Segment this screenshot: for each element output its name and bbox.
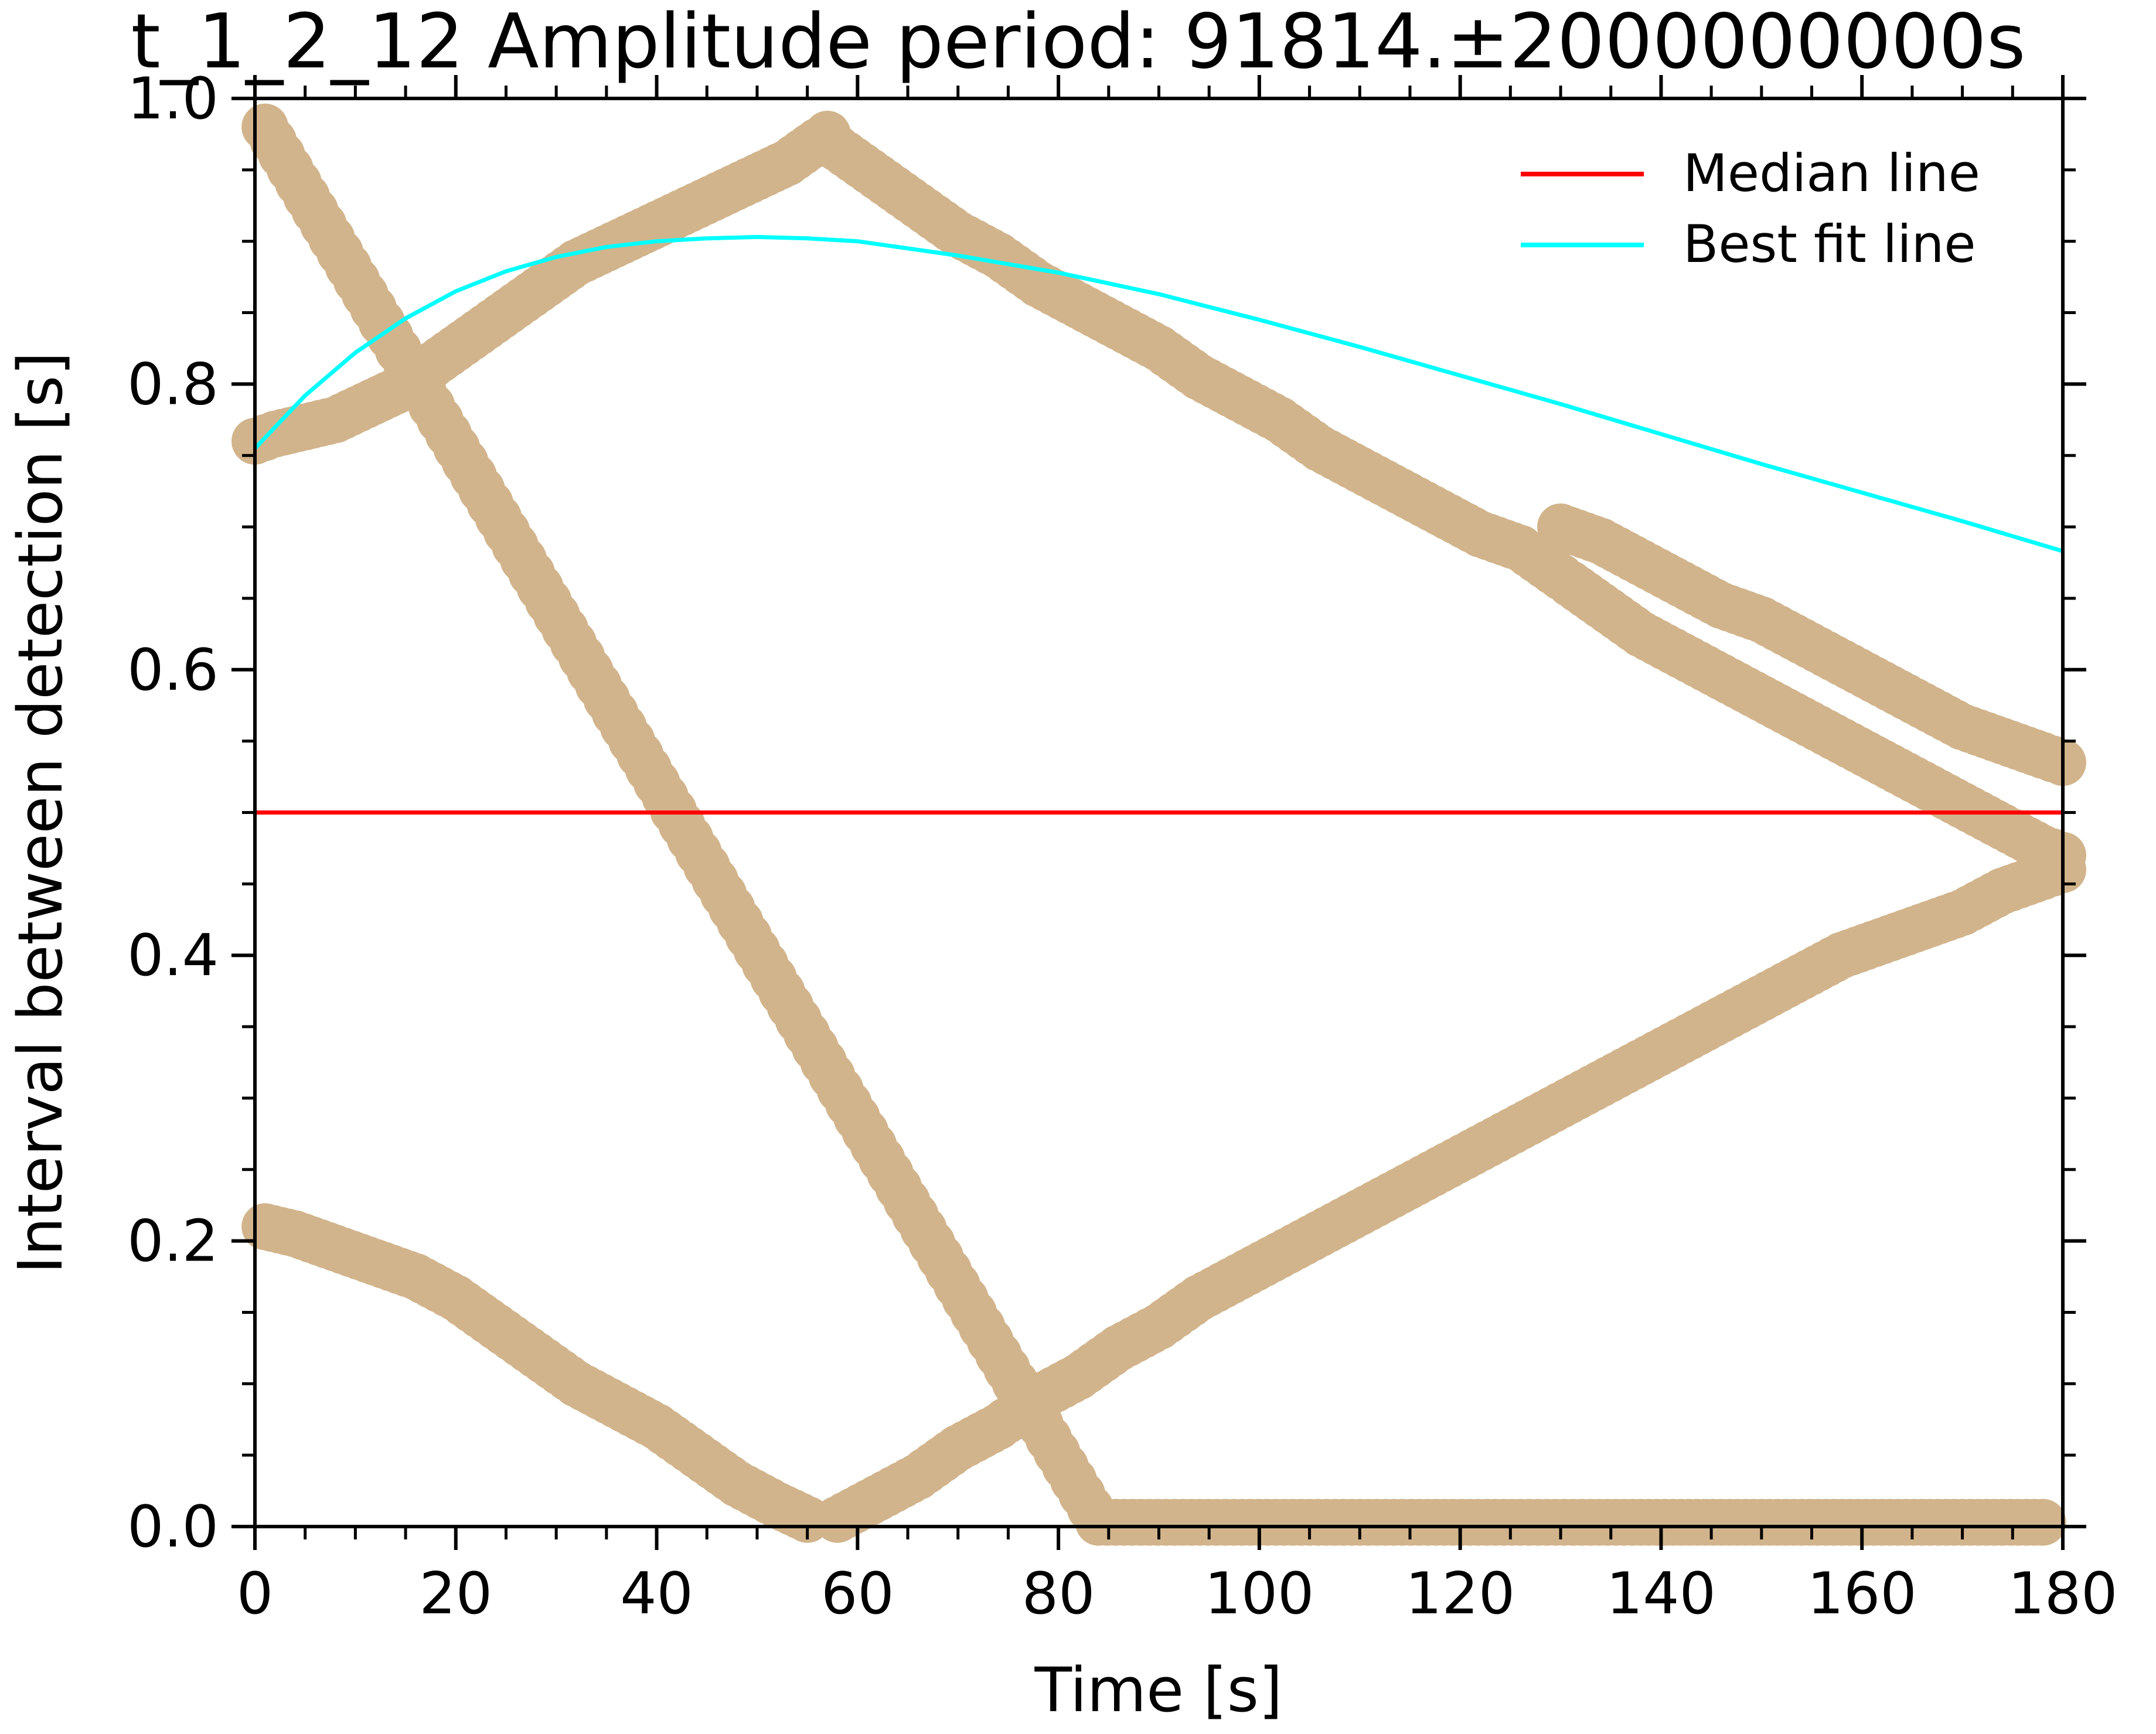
y-tick-label: 0.4 (127, 922, 219, 989)
legend-best-fit-label: Best fit line (1683, 214, 1976, 274)
x-tick-label: 140 (1606, 1561, 1716, 1627)
y-tick-label: 1.0 (127, 66, 219, 132)
x-axis-label: Time [s] (1034, 1654, 1283, 1726)
x-tick-label: 20 (419, 1561, 492, 1627)
x-tick-label: 80 (1022, 1561, 1095, 1627)
chart-lines (253, 234, 2063, 815)
legend-median-label: Median line (1683, 143, 1980, 203)
x-tick-label: 60 (821, 1561, 894, 1627)
scatter-points (231, 103, 2086, 1546)
best-fit-line (253, 234, 2063, 553)
x-tick-label: 120 (1405, 1561, 1515, 1627)
x-tick-label: 100 (1204, 1561, 1314, 1627)
scatter-point (2019, 1498, 2066, 1546)
y-axis-label: Interval between detection [s] (5, 352, 76, 1274)
y-tick-label: 0.6 (127, 637, 219, 704)
x-tick-label: 160 (1807, 1561, 1917, 1627)
y-tick-label: 0.2 (127, 1208, 219, 1275)
legend: Median line Best fit line (1521, 143, 1980, 274)
x-tick-label: 180 (2008, 1561, 2117, 1627)
x-tick-label: 0 (237, 1561, 273, 1627)
y-tick-label: 0.0 (127, 1494, 219, 1561)
axis-ticks (231, 75, 2086, 1550)
x-tick-label: 40 (620, 1561, 693, 1627)
axis-tick-labels: 0 20 40 60 80 100 120 140 160 180 0.0 0.2 0.4 0.6 0.8 1… (127, 66, 2117, 1627)
y-tick-label: 0.8 (127, 351, 219, 418)
chart-title: t_1_2_12 Amplitude period: 91814.±200000… (131, 0, 2026, 86)
